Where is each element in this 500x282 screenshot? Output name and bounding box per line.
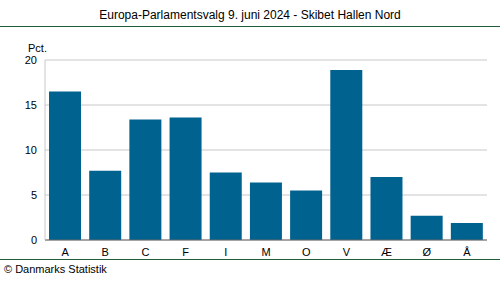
html-text:Europa-Parlamentsvalg 9. juni: Europa-Parlamentsvalg 9. juni 2024 - Ski… (99, 8, 401, 22)
svg-text:Æ: Æ (381, 246, 392, 258)
svg-text:I: I (224, 246, 227, 258)
svg-text:M: M (261, 246, 270, 258)
svg-text:C: C (141, 246, 149, 258)
svg-text:Ø: Ø (422, 246, 431, 258)
svg-text:15: 15 (25, 99, 37, 111)
svg-text:0: 0 (31, 234, 37, 246)
svg-text:B: B (102, 246, 109, 258)
html-text:Pct.: Pct. (28, 42, 47, 54)
svg-text:F: F (182, 246, 189, 258)
svg-text:Å: Å (463, 246, 471, 258)
svg-text:O: O (302, 246, 311, 258)
svg-text:10: 10 (25, 144, 37, 156)
svg-text:20: 20 (25, 54, 37, 66)
svg-text:A: A (61, 246, 69, 258)
svg-text:5: 5 (31, 189, 37, 201)
svg-text:V: V (343, 246, 351, 258)
html-text:© Danmarks Statistik: © Danmarks Statistik (4, 263, 107, 275)
